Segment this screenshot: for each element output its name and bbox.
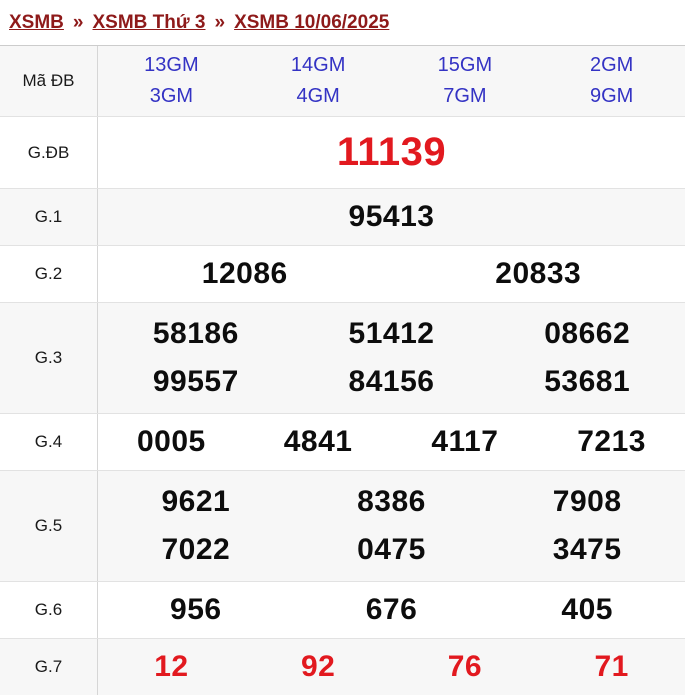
breadcrumb-separator-icon: »: [214, 11, 226, 33]
prize-line: 12 92 76 71: [98, 650, 685, 684]
prize-value: 3475: [552, 533, 622, 566]
prize-line: 956 676 405: [98, 593, 685, 627]
table-row: G.ĐB 11139: [0, 117, 685, 189]
prize-label: G.1: [0, 189, 98, 245]
table-row: G.4 0005 4841 4117 7213: [0, 414, 685, 471]
prize-value: 956: [170, 593, 222, 626]
prize-line: 95413: [98, 200, 685, 234]
results-table: Mã ĐB 13GM 14GM 15GM 2GM 3GM 4GM 7GM 9GM G.ĐB 1…: [0, 45, 685, 695]
prize-values: 12086 20833: [98, 246, 685, 302]
prize-value: 7022: [161, 533, 231, 566]
prize-line: 9621 8386 7908: [98, 485, 685, 519]
prize-value: 4GM: [296, 85, 340, 107]
prize-value: 99557: [152, 365, 239, 398]
breadcrumb: XSMB » XSMB Thứ 3 » XSMB 10/06/2025: [0, 0, 685, 45]
prize-value: 51412: [348, 317, 435, 350]
prize-value: 71: [594, 650, 629, 683]
prize-values: 95413: [98, 189, 685, 245]
prize-line: 0005 4841 4117 7213: [98, 425, 685, 459]
prize-value: 7GM: [443, 85, 487, 107]
table-row: G.3 58186 51412 08662 99557 84156 53681: [0, 303, 685, 414]
prize-value: 12: [154, 650, 189, 683]
prize-line: 13GM 14GM 15GM 2GM: [98, 54, 685, 77]
prize-value: 2GM: [589, 54, 634, 76]
prize-values: 9621 8386 7908 7022 0475 3475: [98, 471, 685, 581]
prize-value: 7213: [577, 425, 646, 458]
prize-value: 15GM: [437, 54, 493, 76]
prize-label: G.4: [0, 414, 98, 470]
prize-value: 11139: [336, 130, 447, 174]
prize-label: G.3: [0, 303, 98, 413]
prize-value: 8386: [357, 485, 426, 518]
prize-line: 3GM 4GM 7GM 9GM: [98, 85, 685, 108]
prize-label: G.2: [0, 246, 98, 302]
prize-value: 7908: [552, 485, 622, 518]
prize-value: 13GM: [144, 54, 199, 76]
prize-value: 08662: [544, 317, 631, 350]
prize-line: 11139: [98, 130, 685, 175]
table-row: G.7 12 92 76 71: [0, 639, 685, 695]
prize-value: 4117: [431, 425, 499, 458]
breadcrumb-link-xsmb-date[interactable]: XSMB 10/06/2025: [234, 11, 390, 33]
table-row: G.2 12086 20833: [0, 246, 685, 303]
prize-value: 76: [447, 650, 483, 683]
prize-label: G.7: [0, 639, 98, 695]
prize-line: 12086 20833: [98, 257, 685, 291]
breadcrumb-link-xsmb[interactable]: XSMB: [9, 11, 64, 33]
prize-value: 20833: [495, 257, 582, 290]
prize-line: 58186 51412 08662: [98, 317, 685, 351]
prize-line: 99557 84156 53681: [98, 365, 685, 399]
prize-label: G.ĐB: [0, 117, 98, 188]
prize-values: 0005 4841 4117 7213: [98, 414, 685, 470]
prize-value: 0005: [137, 425, 206, 458]
prize-value: 58186: [152, 317, 239, 350]
prize-value: 3GM: [149, 85, 194, 107]
prize-value: 84156: [348, 365, 435, 398]
prize-value: 0475: [357, 533, 426, 566]
table-row: Mã ĐB 13GM 14GM 15GM 2GM 3GM 4GM 7GM 9GM: [0, 46, 685, 117]
prize-value: 12086: [201, 257, 288, 290]
breadcrumb-link-xsmb-thu-3[interactable]: XSMB Thứ 3: [92, 11, 206, 33]
prize-value: 95413: [348, 200, 435, 233]
prize-value: 9621: [161, 485, 231, 518]
table-row: G.6 956 676 405: [0, 582, 685, 639]
prize-value: 14GM: [290, 54, 346, 76]
prize-value: 405: [561, 593, 613, 626]
prize-values: 13GM 14GM 15GM 2GM 3GM 4GM 7GM 9GM: [98, 46, 685, 116]
breadcrumb-separator-icon: »: [72, 11, 84, 33]
table-row: G.5 9621 8386 7908 7022 0475 3475: [0, 471, 685, 582]
prize-value: 4841: [283, 425, 353, 458]
prize-line: 7022 0475 3475: [98, 533, 685, 567]
prize-label: G.5: [0, 471, 98, 581]
prize-value: 92: [300, 650, 336, 683]
prize-values: 58186 51412 08662 99557 84156 53681: [98, 303, 685, 413]
prize-values: 12 92 76 71: [98, 639, 685, 695]
prize-value: 676: [365, 593, 418, 626]
table-row: G.1 95413: [0, 189, 685, 246]
prize-label: Mã ĐB: [0, 46, 98, 116]
prize-values: 11139: [98, 117, 685, 188]
prize-label: G.6: [0, 582, 98, 638]
prize-values: 956 676 405: [98, 582, 685, 638]
prize-value: 53681: [544, 365, 631, 398]
prize-value: 9GM: [589, 85, 634, 107]
